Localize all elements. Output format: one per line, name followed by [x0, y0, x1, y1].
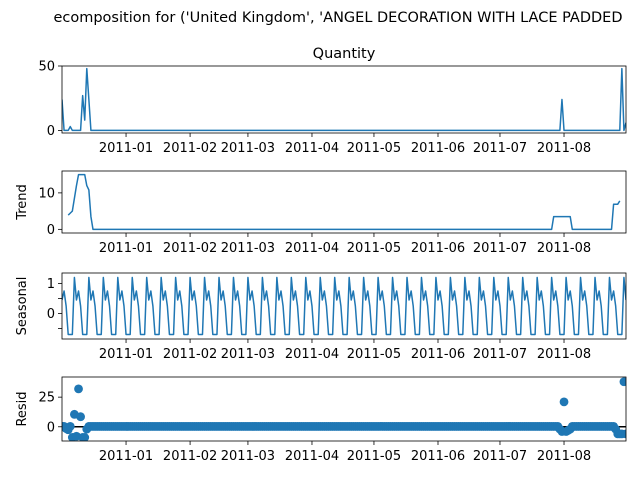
x-tick-label: 2011-05	[347, 141, 401, 156]
resid-point	[76, 412, 85, 422]
x-tick-label: 2011-06	[411, 241, 465, 256]
seasonal-line	[62, 276, 626, 336]
y-axis-label: Seasonal	[15, 277, 30, 336]
x-tick-label: 2011-08	[537, 241, 591, 256]
x-tick-label: 2011-02	[163, 241, 217, 256]
figure-suptitle: ecomposition for ('United Kingdom', 'ANG…	[53, 10, 622, 26]
plot-data	[62, 377, 626, 441]
y-tick-label: 0	[47, 223, 55, 238]
x-tick-label: 2011-06	[411, 141, 465, 156]
y-tick-label: 0	[47, 124, 55, 139]
subplot-4: Resid 0 25 2011-01 2011-02 2011-03 2011-04 2011…	[15, 376, 627, 464]
x-tick-label: 2011-07	[473, 241, 527, 256]
x-tick-label: 2011-08	[537, 347, 591, 362]
subplot-1: Quantity 0 50 2011-01 2011-02 2011-03 2011-04 2…	[38, 46, 627, 156]
plot-data	[62, 276, 626, 336]
y-tick-label: 25	[38, 391, 55, 406]
resid-point	[559, 397, 569, 407]
x-tick-label: 2011-07	[473, 141, 527, 156]
x-tick-label: 2011-08	[537, 141, 591, 156]
resid-point	[621, 429, 626, 439]
axes-frame	[61, 376, 627, 442]
y-tick-label: 10	[38, 186, 55, 201]
x-tick-label: 2011-08	[537, 449, 591, 464]
x-tick-label: 2011-01	[99, 141, 153, 156]
resid-point	[65, 422, 75, 431]
x-tick-label: 2011-02	[163, 449, 217, 464]
y-axis-label: Resid	[15, 391, 30, 426]
x-tick-label: 2011-04	[285, 347, 339, 362]
y-tick-label: 1	[47, 277, 55, 292]
y-tick-label: 0	[47, 420, 55, 435]
x-tick-label: 2011-06	[411, 347, 465, 362]
x-tick-label: 2011-01	[99, 347, 153, 362]
subplot-2: Trend 0 10 2011-01 2011-02 2011-03 2011-04 2011…	[15, 170, 627, 256]
subplot-title: Quantity	[313, 46, 376, 62]
axes-frame	[61, 272, 627, 340]
x-tick-label: 2011-05	[347, 449, 401, 464]
axes-frame	[61, 170, 627, 234]
resid-point	[74, 384, 83, 394]
x-tick-label: 2011-05	[347, 347, 401, 362]
x-tick-label: 2011-07	[473, 449, 527, 464]
subplot-3: Seasonal 0 1 2011-01 2011-02 2011-03 2011-04 20…	[15, 272, 627, 362]
x-tick-label: 2011-01	[99, 449, 153, 464]
x-tick-label: 2011-05	[347, 241, 401, 256]
x-tick-label: 2011-07	[473, 347, 527, 362]
x-tick-label: 2011-02	[163, 347, 217, 362]
x-tick-label: 2011-03	[221, 241, 275, 256]
x-tick-label: 2011-04	[285, 141, 339, 156]
y-tick-label: 50	[38, 60, 55, 75]
x-tick-label: 2011-03	[221, 449, 275, 464]
x-tick-label: 2011-03	[221, 347, 275, 362]
x-tick-label: 2011-04	[285, 241, 339, 256]
x-tick-label: 2011-02	[163, 141, 217, 156]
y-axis-label: Trend	[15, 184, 30, 221]
y-tick-label: 0	[47, 307, 55, 322]
axes-frame	[61, 65, 627, 134]
series-line	[62, 67, 626, 132]
plot-data	[67, 173, 621, 231]
resid-point	[619, 377, 626, 387]
plot-data	[62, 67, 626, 132]
resid-point	[80, 433, 90, 441]
series-line	[67, 173, 621, 231]
x-tick-label: 2011-01	[99, 241, 153, 256]
x-tick-label: 2011-06	[411, 449, 465, 464]
x-tick-label: 2011-04	[285, 449, 339, 464]
x-tick-label: 2011-03	[221, 141, 275, 156]
